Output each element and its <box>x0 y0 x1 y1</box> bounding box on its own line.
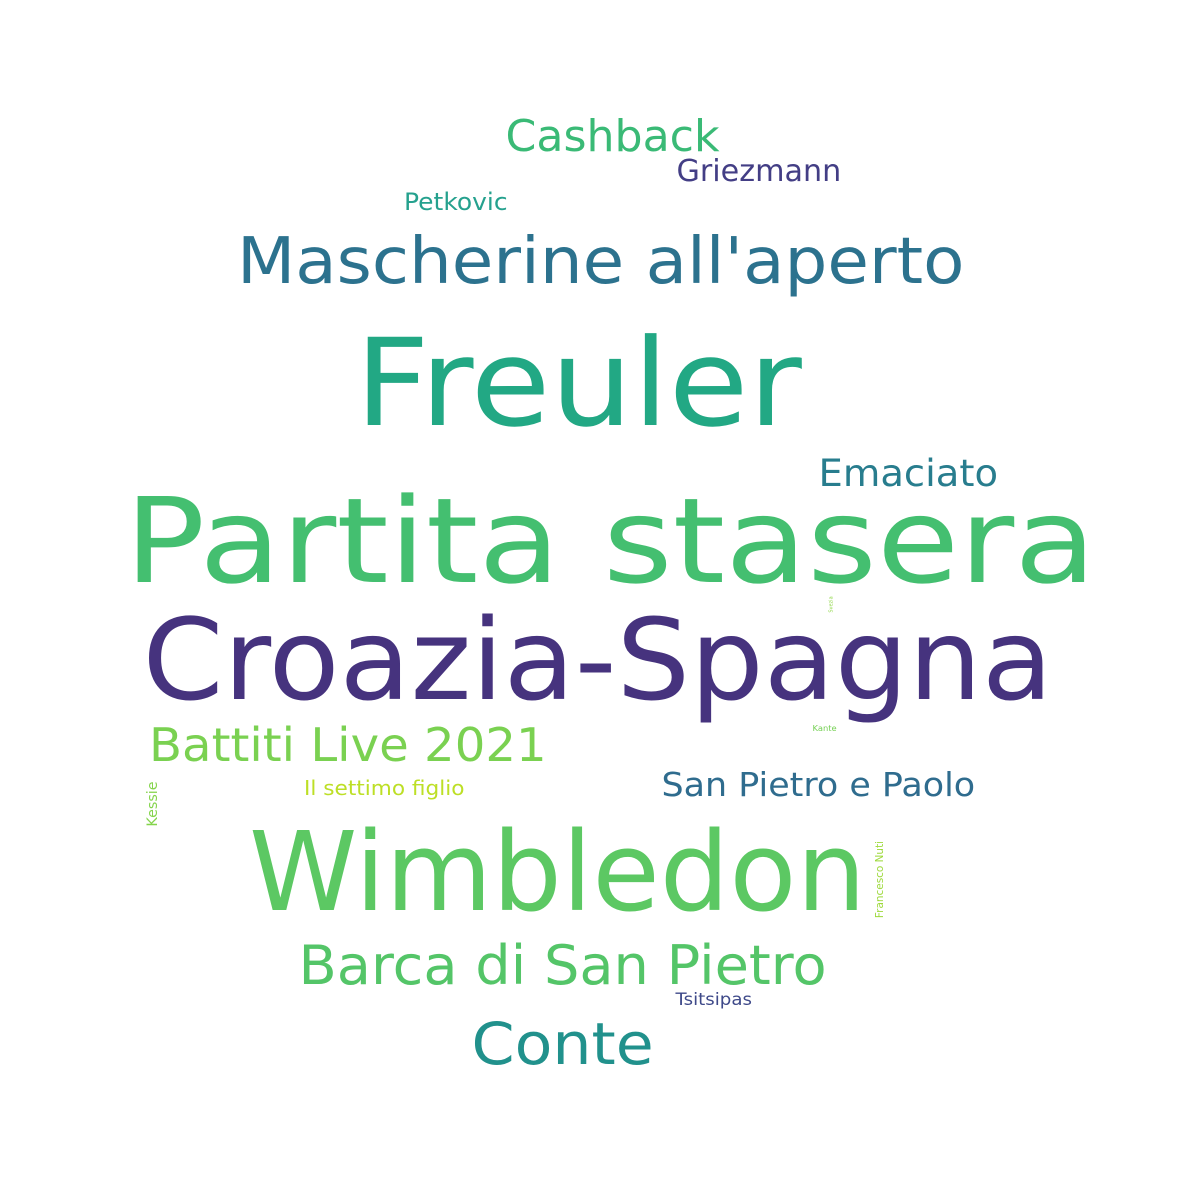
word-griezmann: Griezmann <box>676 154 842 189</box>
word-partita-stasera: Partita stasera <box>124 472 1096 610</box>
word-francesco-nuti: Francesco Nuti <box>872 840 886 918</box>
word-croazia-spagna: Croazia-Spagna <box>141 596 1053 726</box>
word-battiti-live-2021: Battiti Live 2021 <box>149 718 547 772</box>
word-freuler: Freuler <box>354 312 802 454</box>
word-emaciato: Emaciato <box>818 451 998 495</box>
word-wimbledon: Wimbledon <box>248 808 866 936</box>
word-barca-di-san-pietro: Barca di San Pietro <box>297 934 827 997</box>
word-san-pietro-e-paolo: San Pietro e Paolo <box>661 764 975 804</box>
word-petkovic: Petkovic <box>404 188 508 216</box>
word-kessie: Kessie <box>145 781 162 827</box>
word-conte: Conte <box>470 1010 654 1078</box>
word-cashback: Cashback <box>504 111 720 162</box>
word-svezia: Svezia <box>828 595 835 613</box>
word-kante: Kante <box>811 724 837 733</box>
word-mascherine-all-aperto: Mascherine all'aperto <box>236 225 964 299</box>
word-tsitsipas: Tsitsipas <box>674 989 752 1010</box>
word-il-settimo-figlio: Il settimo figlio <box>303 776 464 800</box>
